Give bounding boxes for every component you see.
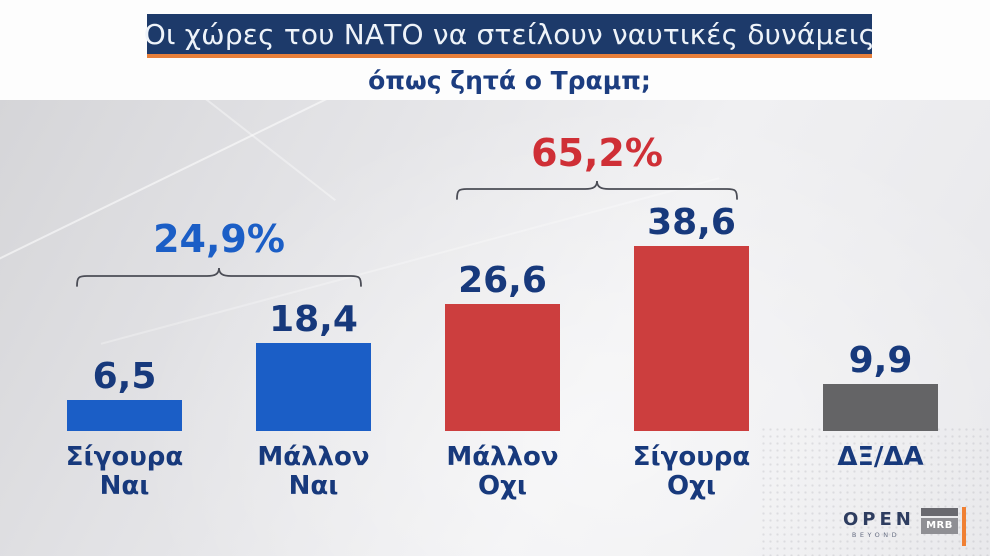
open-logo-text: OPEN [843, 509, 915, 530]
bar-value-label: 9,9 [848, 339, 913, 381]
bar-column-sigoura-nai: 6,5 [30, 355, 219, 431]
open-logo-tagline: BEYOND [851, 531, 901, 539]
page-subtitle: όπως ζητά ο Τραμπ; [368, 66, 651, 95]
title-bar: Οι χώρες του ΝΑΤΟ να στείλουν ναυτικές δ… [143, 14, 876, 58]
bar-mallon-nai [256, 342, 371, 431]
group-bracket-no [455, 180, 739, 200]
bar-value-label: 26,6 [458, 259, 547, 301]
bar-value-label: 38,6 [647, 202, 736, 244]
open-channel-logo: OPEN BEYOND [843, 509, 915, 540]
group-bracket-yes [75, 267, 363, 287]
mrb-logo-text: MRB [921, 518, 958, 534]
footer-orange-divider [962, 507, 966, 546]
bar-mallon-ochi [445, 303, 560, 431]
header-zone: Οι χώρες του ΝΑΤΟ να στείλουν ναυτικές δ… [0, 0, 990, 100]
bar-category-label: ΔΞ/ΔΑ [837, 442, 924, 472]
bar-column-mallon-ochi: 26,6 [408, 259, 597, 431]
mrb-logo-stripe [921, 508, 958, 516]
bar-column-dkda: 9,9 [786, 339, 975, 431]
bar-sigoura-ochi [634, 246, 749, 431]
bar-dkda [823, 383, 938, 431]
mrb-pollster-logo: MRB [921, 508, 958, 534]
bar-sigoura-nai [67, 399, 182, 431]
bar-column-sigoura-ochi: 38,6 [597, 205, 786, 431]
bar-column-mallon-nai: 18,4 [219, 298, 408, 431]
bar-category-label: Μάλλον Ναι [257, 442, 370, 502]
group-total-yes: 24,9% [153, 217, 285, 261]
bar-value-label: 18,4 [269, 298, 358, 340]
page-title: Οι χώρες του ΝΑΤΟ να στείλουν ναυτικές δ… [143, 17, 876, 51]
group-total-no: 65,2% [531, 131, 663, 175]
bar-value-label: 6,5 [92, 355, 157, 397]
bar-category-label: Μάλλον Οχι [446, 442, 559, 502]
bar-category-label: Σίγουρα Ναι [65, 442, 184, 502]
bar-category-label: Σίγουρα Οχι [632, 442, 751, 502]
